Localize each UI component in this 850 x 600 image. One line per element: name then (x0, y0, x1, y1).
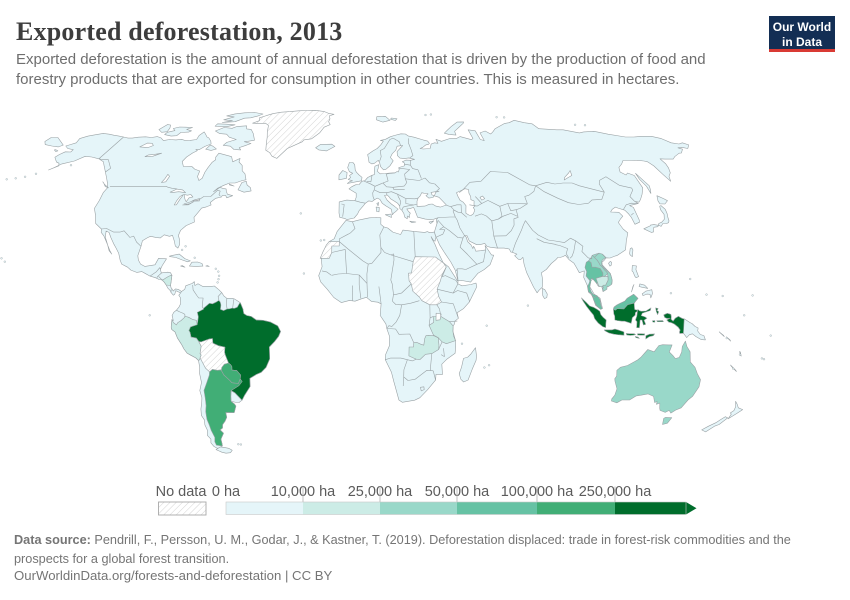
svg-text:No data: No data (156, 484, 208, 500)
svg-text:25,000 ha: 25,000 ha (348, 484, 413, 500)
svg-text:0 ha: 0 ha (212, 484, 241, 500)
svg-text:50,000 ha: 50,000 ha (425, 484, 490, 500)
svg-text:250,000 ha: 250,000 ha (579, 484, 653, 500)
svg-text:10,000 ha: 10,000 ha (271, 484, 336, 500)
svg-text:100,000 ha: 100,000 ha (501, 484, 575, 500)
